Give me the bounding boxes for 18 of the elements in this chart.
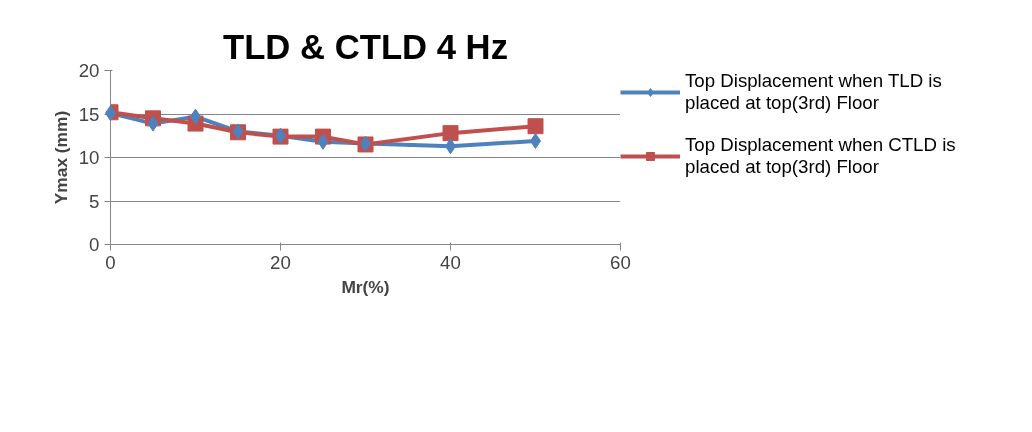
y-tick-label: 20	[78, 60, 100, 81]
y-axis-title: Ymax (mm)	[50, 110, 71, 205]
point	[442, 125, 459, 142]
legend-label: Top Displacement when TLD is placed at top(3rd) Floor	[685, 70, 943, 114]
y-tick-label: 15	[78, 103, 100, 125]
y-tick-label: 10	[78, 147, 100, 168]
x-tick-label: 20	[270, 251, 291, 273]
x-axis-title: Mr(%)	[341, 276, 390, 297]
legend-label: Top Displacement when CTLD is placed at top(3rd) Floor	[685, 134, 957, 178]
x-tick-label: 40	[440, 251, 461, 273]
x-tick-label: 60	[610, 251, 631, 273]
y-tick-label: 0	[89, 234, 100, 255]
point	[147, 115, 159, 132]
y-tick-label: 5	[89, 190, 100, 212]
point	[317, 133, 329, 150]
point	[527, 118, 544, 135]
x-tick-label: 0	[105, 251, 116, 273]
chart-title: TLD & CTLD 4 Hz	[223, 27, 508, 66]
